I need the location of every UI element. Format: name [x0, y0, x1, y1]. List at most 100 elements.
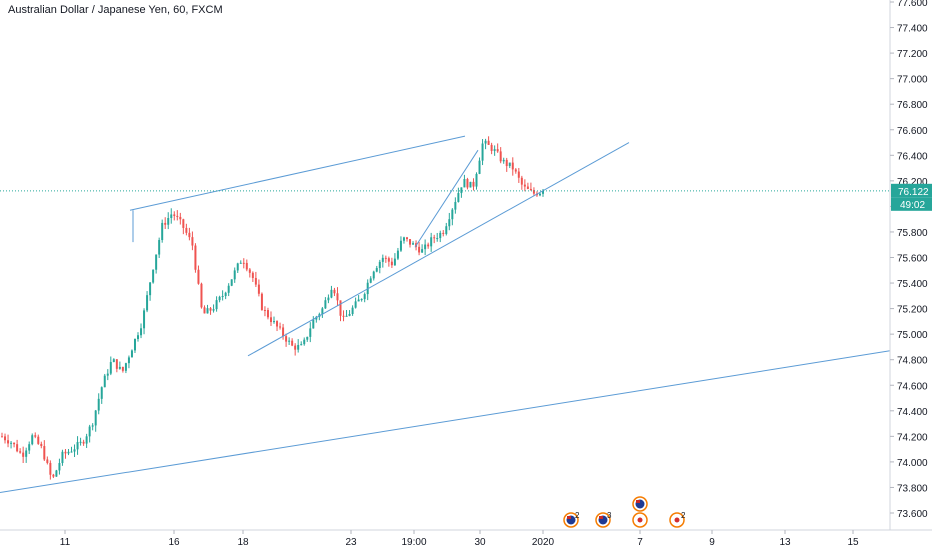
- candle-body: [100, 387, 103, 399]
- candle-body: [529, 188, 532, 191]
- candle-body: [37, 436, 40, 444]
- candle-body: [526, 186, 529, 189]
- trendline[interactable]: [0, 350, 891, 494]
- candle-body: [490, 144, 493, 151]
- candle-body: [520, 177, 523, 185]
- candle-body: [1, 436, 3, 438]
- price-tick-label: 74.800: [897, 356, 928, 367]
- candle-body: [309, 328, 312, 337]
- candle-body: [158, 240, 161, 255]
- last-price-badge: [891, 183, 932, 198]
- candle-body: [363, 294, 366, 300]
- candle-body: [351, 307, 354, 314]
- candle-body: [433, 237, 436, 239]
- candle-body: [254, 277, 257, 285]
- candle-body: [300, 344, 303, 346]
- candle-body: [327, 297, 330, 301]
- candle-body: [221, 296, 224, 298]
- candle-body: [375, 268, 378, 272]
- candle-body: [321, 308, 324, 315]
- price-tick-label: 77.400: [897, 24, 928, 35]
- candle-body: [427, 244, 430, 247]
- candle-body: [40, 443, 43, 447]
- candle-body: [10, 442, 13, 444]
- candle-countdown-value: 49:02: [900, 200, 925, 211]
- candle-body: [236, 263, 239, 271]
- candle-body: [173, 214, 176, 216]
- candle-body: [19, 451, 22, 453]
- candle-body: [269, 317, 272, 323]
- price-tick-label: 76.200: [897, 177, 928, 188]
- economic-events[interactable]: 2 3 2: [563, 496, 686, 528]
- candle-body: [360, 299, 363, 301]
- candle-body: [448, 219, 451, 227]
- candle-body: [25, 450, 28, 457]
- time-tick-label: 7: [637, 537, 643, 548]
- price-tick-label: 75.400: [897, 279, 928, 290]
- price-tick-label: 77.600: [897, 0, 928, 9]
- price-axis[interactable]: 77.600 77.400 77.200 77.000 76.800 76.600 76.4…: [890, 0, 928, 520]
- candle-body: [7, 440, 10, 444]
- candle-body: [64, 451, 67, 454]
- candle-body: [176, 215, 179, 217]
- candle-body: [46, 459, 49, 463]
- trendline[interactable]: [129, 135, 466, 211]
- candle-body: [381, 257, 384, 262]
- candle-body: [167, 218, 170, 225]
- plot-area[interactable]: [0, 0, 890, 530]
- candle-body: [91, 425, 94, 427]
- candle-body: [523, 184, 526, 187]
- candle-body: [179, 216, 182, 220]
- candle-body: [399, 240, 402, 251]
- price-tick-label: 73.600: [897, 509, 928, 520]
- candle-body: [493, 149, 496, 151]
- candle-body: [315, 316, 318, 320]
- candle-body: [112, 359, 115, 363]
- candle-body: [227, 285, 230, 293]
- candle-body: [212, 309, 215, 311]
- candle-body: [291, 340, 294, 346]
- candle-body: [109, 362, 112, 374]
- candle-body: [13, 442, 16, 445]
- event-marker[interactable]: [632, 512, 648, 528]
- candle-body: [484, 140, 487, 144]
- event-count: 2: [681, 511, 686, 520]
- trendline[interactable]: [247, 142, 630, 357]
- candle-body: [94, 410, 97, 426]
- candle-body: [276, 321, 279, 327]
- trendlines-layer[interactable]: [0, 135, 891, 494]
- candle-body: [505, 159, 508, 167]
- time-axis[interactable]: 11 16 18 23 19:00 30 2020 7 9 13 15: [60, 530, 859, 548]
- candle-body: [82, 441, 85, 444]
- trendline[interactable]: [414, 149, 479, 248]
- time-tick-label: 15: [847, 537, 859, 548]
- candle-body: [436, 238, 439, 240]
- candle-body: [55, 470, 58, 477]
- candle-body: [312, 319, 315, 329]
- event-marker[interactable]: 3: [595, 511, 612, 528]
- candle-body: [248, 269, 251, 273]
- candle-body: [67, 451, 70, 454]
- event-marker[interactable]: 2: [563, 511, 580, 528]
- candle-body: [191, 237, 194, 246]
- time-tick-label: 30: [474, 537, 486, 548]
- event-count: 3: [607, 511, 612, 520]
- candle-body: [152, 269, 155, 283]
- candle-body: [405, 237, 408, 240]
- time-tick-label: 2020: [532, 537, 555, 548]
- event-marker[interactable]: 2: [669, 511, 686, 528]
- event-marker[interactable]: [632, 496, 648, 512]
- candle-body: [469, 181, 472, 188]
- candle-body: [324, 300, 327, 309]
- price-tick-label: 76.600: [897, 126, 928, 137]
- price-tick-label: 75.600: [897, 254, 928, 265]
- candle-body: [372, 271, 375, 279]
- candle-body: [88, 426, 91, 437]
- candle-body: [61, 451, 64, 464]
- candle-body: [442, 232, 445, 234]
- jp-flag-dot: [674, 517, 680, 523]
- candle-body: [288, 340, 291, 342]
- candle-body: [197, 269, 200, 284]
- price-tick-label: 76.400: [897, 151, 928, 162]
